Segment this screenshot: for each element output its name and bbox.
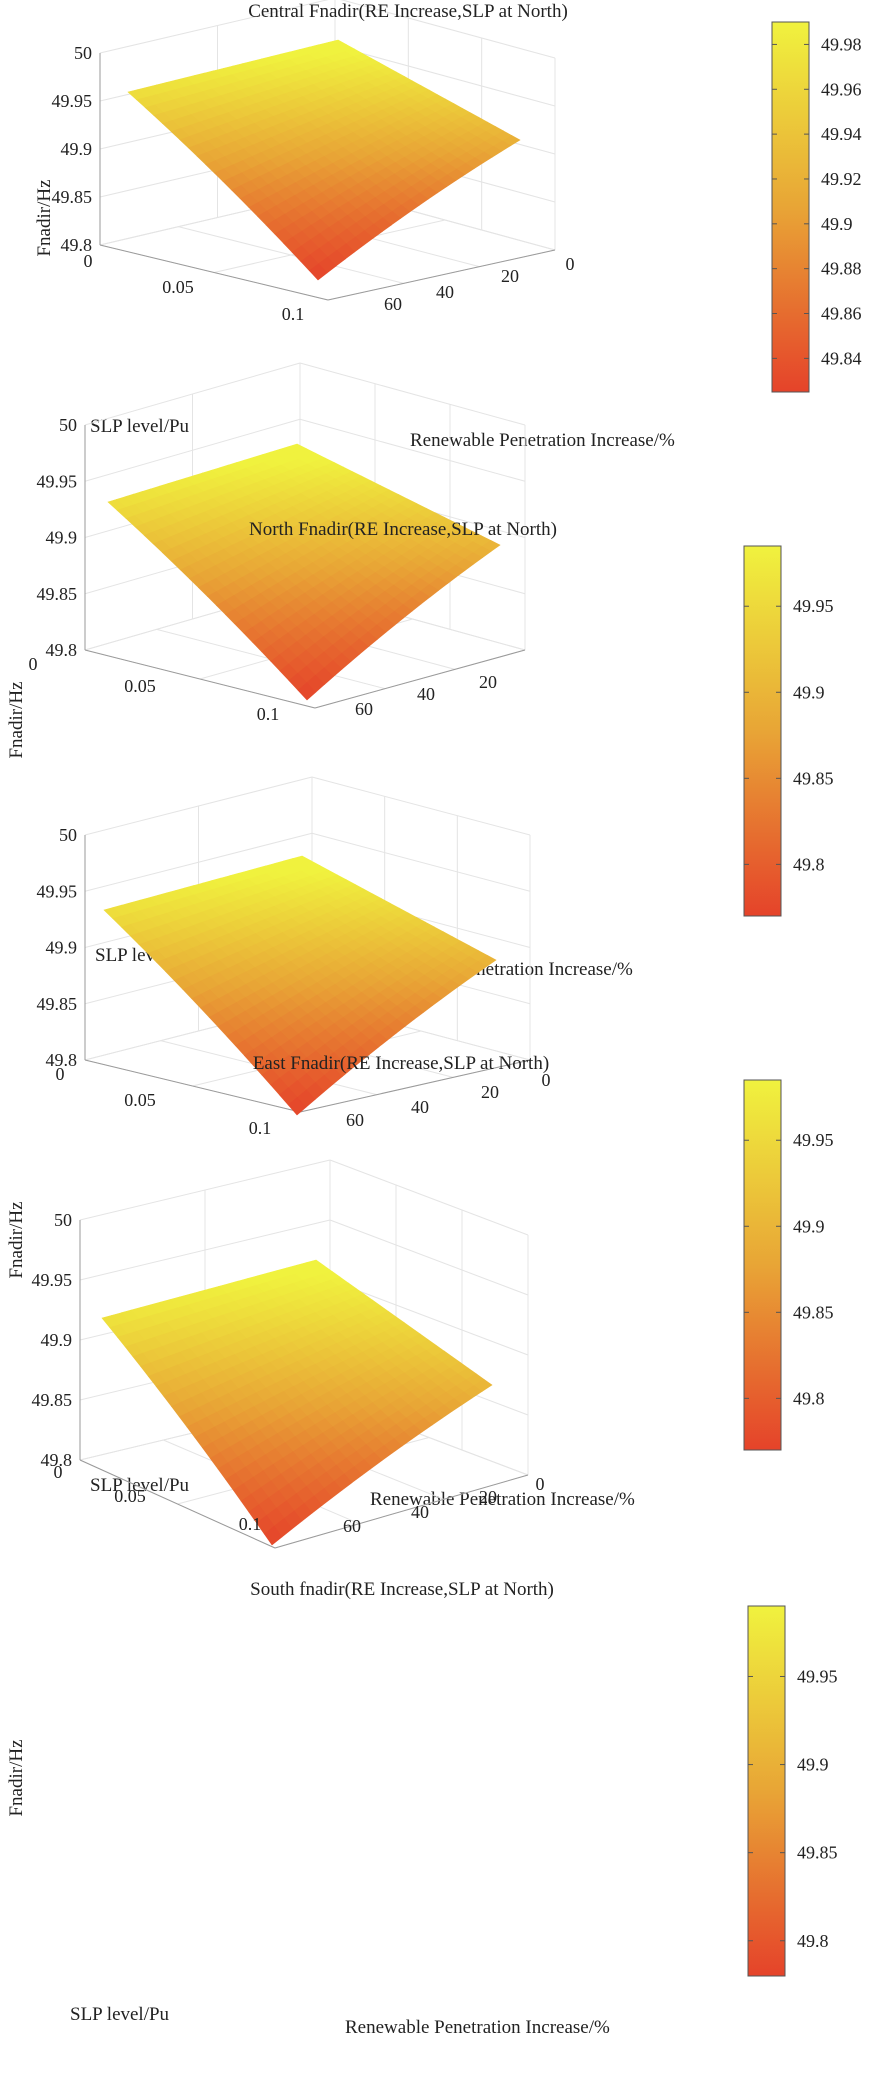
colorbar-tick-label: 49.94 bbox=[821, 124, 862, 144]
z-tick-label: 50 bbox=[74, 43, 92, 63]
chart-panel-south: South fnadir(RE Increase,SLP at North) 4… bbox=[0, 1159, 875, 2078]
chart-title: North Fnadir(RE Increase,SLP at North) bbox=[249, 519, 557, 540]
y-axis-label: Renewable Penetration Increase/% bbox=[370, 1489, 635, 1510]
x-tick-label: 0.05 bbox=[114, 1486, 146, 1506]
surface-chart-north: North Fnadir(RE Increase,SLP at North) 4… bbox=[6, 362, 834, 980]
colorbar-tick-label: 49.86 bbox=[821, 304, 862, 324]
z-tick-label: 49.95 bbox=[37, 881, 78, 901]
y-tick-label: 40 bbox=[411, 1097, 429, 1117]
z-tick-label: 49.9 bbox=[61, 139, 93, 159]
colorbar-tick-label: 49.8 bbox=[793, 1388, 825, 1408]
y-tick-label: 20 bbox=[479, 672, 497, 692]
z-tick-label: 49.8 bbox=[46, 640, 78, 660]
surface-patch bbox=[308, 263, 328, 281]
colorbar-tick-label: 49.85 bbox=[797, 1843, 838, 1863]
chart-panel-central: Central Fnadir(RE Increase,SLP at North)… bbox=[0, 0, 875, 508]
y-tick-label: 40 bbox=[411, 1502, 429, 1522]
y-tick-label: 40 bbox=[417, 684, 435, 704]
x-axis-label: SLP level/Pu bbox=[70, 2004, 170, 2025]
colorbar-tick-label: 49.9 bbox=[797, 1755, 829, 1775]
colorbar-tick-label: 49.8 bbox=[793, 854, 825, 874]
z-axis-label: Fnadir/Hz bbox=[34, 179, 55, 256]
z-tick-label: 50 bbox=[59, 415, 77, 435]
z-tick-label: 50 bbox=[54, 1210, 72, 1230]
colorbar-tick-label: 49.9 bbox=[793, 1216, 825, 1236]
colorbar bbox=[748, 1606, 785, 1976]
x-tick-label: 0 bbox=[29, 654, 38, 674]
x-axis-label: SLP level/Pu bbox=[90, 416, 190, 437]
z-axis-label: Fnadir/Hz bbox=[6, 681, 27, 758]
chart-title: South fnadir(RE Increase,SLP at North) bbox=[250, 1579, 554, 1600]
y-tick-label: 0 bbox=[536, 1474, 545, 1494]
x-tick-label: 0.05 bbox=[162, 277, 194, 297]
y-axis-label: Renewable Penetration Increase/% bbox=[410, 430, 675, 451]
x-tick-label: 0.05 bbox=[124, 676, 156, 696]
z-axis-label: Fnadir/Hz bbox=[6, 1739, 27, 1816]
colorbar-tick-label: 49.95 bbox=[793, 1130, 834, 1150]
x-tick-label: 0 bbox=[84, 251, 93, 271]
colorbar-tick-label: 49.8 bbox=[797, 1931, 829, 1951]
y-axis-label: Renewable Penetration Increase/% bbox=[345, 2017, 610, 2038]
chart-title: East Fnadir(RE Increase,SLP at North) bbox=[253, 1053, 549, 1074]
y-tick-label: 20 bbox=[481, 1082, 499, 1102]
x-tick-label: 0.05 bbox=[124, 1090, 156, 1110]
z-tick-label: 50 bbox=[59, 825, 77, 845]
z-tick-label: 49.85 bbox=[32, 1390, 73, 1410]
y-tick-label: 40 bbox=[436, 282, 454, 302]
x-tick-label: 0.1 bbox=[239, 1514, 262, 1534]
surface-patch bbox=[263, 1525, 283, 1546]
x-axis-label: SLP level/Pu bbox=[90, 1475, 190, 1496]
x-tick-label: 0 bbox=[54, 1462, 63, 1482]
y-tick-label: 20 bbox=[479, 1487, 497, 1507]
colorbar bbox=[744, 1080, 781, 1450]
colorbar-tick-label: 49.96 bbox=[821, 79, 862, 99]
chart-title: Central Fnadir(RE Increase,SLP at North) bbox=[248, 1, 568, 22]
surface-chart-south: South fnadir(RE Increase,SLP at North) 4… bbox=[6, 1159, 838, 2038]
z-tick-label: 49.9 bbox=[46, 938, 78, 958]
colorbar-tick-label: 49.85 bbox=[793, 768, 834, 788]
z-tick-label: 49.95 bbox=[32, 1270, 73, 1290]
x-tick-label: 0.1 bbox=[249, 1118, 272, 1138]
colorbar-tick-label: 49.95 bbox=[793, 596, 834, 616]
colorbar-tick-label: 49.88 bbox=[821, 259, 862, 279]
z-tick-label: 49.95 bbox=[37, 471, 78, 491]
chart-panel-north: North Fnadir(RE Increase,SLP at North) 4… bbox=[0, 362, 875, 1018]
z-tick-label: 49.9 bbox=[46, 528, 78, 548]
z-tick-label: 49.8 bbox=[61, 235, 93, 255]
y-tick-label: 60 bbox=[384, 294, 402, 314]
z-tick-label: 49.85 bbox=[52, 187, 93, 207]
z-axis-label: Fnadir/Hz bbox=[6, 1201, 27, 1278]
z-tick-label: 49.95 bbox=[52, 91, 93, 111]
colorbar-tick-label: 49.98 bbox=[821, 34, 862, 54]
colorbar-tick-label: 49.92 bbox=[821, 169, 862, 189]
y-tick-label: 60 bbox=[346, 1110, 364, 1130]
colorbar-tick-label: 49.9 bbox=[793, 682, 825, 702]
y-tick-label: 60 bbox=[355, 699, 373, 719]
z-tick-label: 49.85 bbox=[37, 584, 78, 604]
colorbar-tick-label: 49.9 bbox=[821, 214, 853, 234]
surface-chart-central: Central Fnadir(RE Increase,SLP at North)… bbox=[34, 0, 862, 451]
y-tick-label: 0 bbox=[542, 1070, 551, 1090]
x-tick-label: 0 bbox=[56, 1064, 65, 1084]
y-tick-label: 60 bbox=[343, 1516, 361, 1536]
surface-patch bbox=[297, 682, 317, 701]
z-tick-label: 49.8 bbox=[41, 1450, 73, 1470]
colorbar bbox=[744, 546, 781, 916]
colorbar bbox=[772, 22, 809, 392]
x-tick-label: 0.1 bbox=[282, 304, 305, 324]
surface-chart-east: East Fnadir(RE Increase,SLP at North) 49… bbox=[6, 776, 834, 1510]
z-tick-label: 49.9 bbox=[41, 1330, 73, 1350]
x-tick-label: 0.1 bbox=[257, 704, 280, 724]
surface-patch bbox=[287, 1096, 307, 1116]
y-tick-label: 20 bbox=[501, 266, 519, 286]
colorbar-tick-label: 49.85 bbox=[793, 1302, 834, 1322]
colorbar-tick-label: 49.95 bbox=[797, 1666, 838, 1686]
chart-panel-east: East Fnadir(RE Increase,SLP at North) 49… bbox=[0, 776, 875, 1552]
z-tick-label: 49.8 bbox=[46, 1050, 78, 1070]
colorbar-tick-label: 49.84 bbox=[821, 348, 862, 368]
z-tick-label: 49.85 bbox=[37, 994, 78, 1014]
y-tick-label: 0 bbox=[566, 254, 575, 274]
